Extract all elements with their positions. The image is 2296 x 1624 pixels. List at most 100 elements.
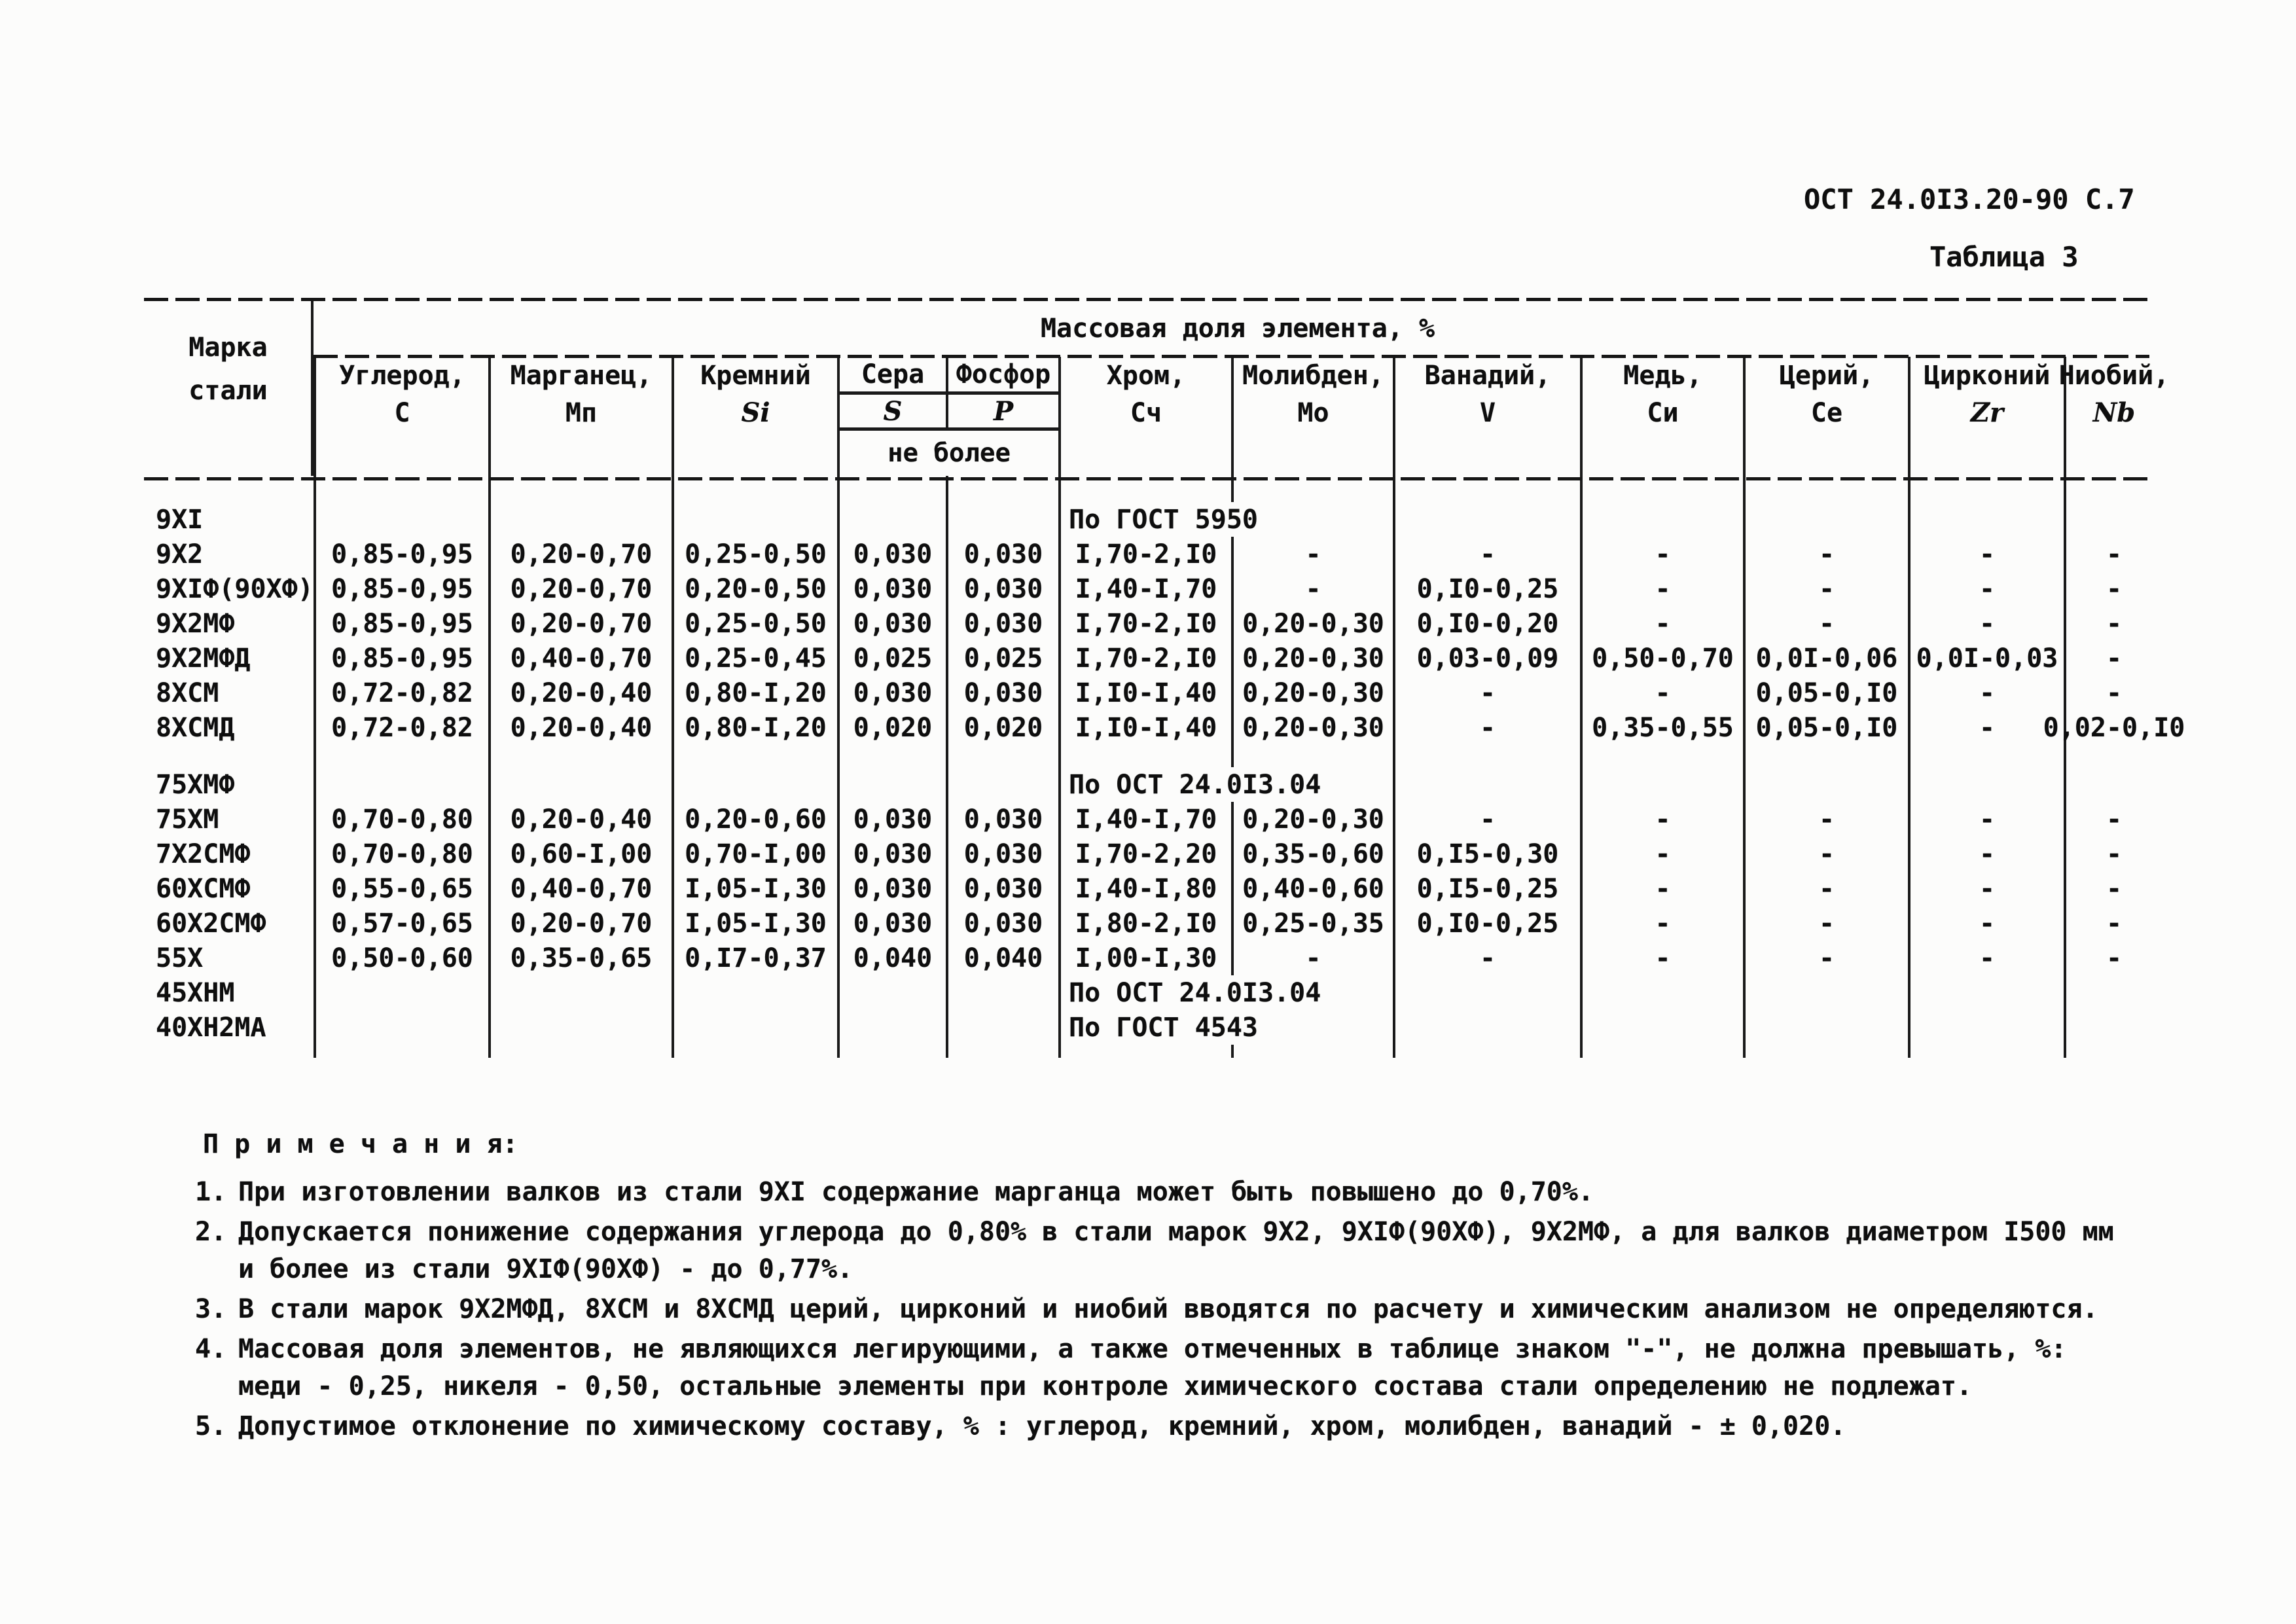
value-cell: 0,I7-0,37 [672, 941, 837, 975]
table-bottom-cell [488, 1045, 672, 1058]
reference-span-cell: По ГОСТ 5950 [1058, 502, 1393, 537]
table-pad-cell [1231, 476, 1393, 502]
column-header-symbol: Мп [488, 395, 672, 431]
empty-cell [1908, 1010, 2064, 1045]
table-pad-cell [1908, 476, 2064, 502]
value-cell: - [1231, 537, 1393, 571]
value-cell: 0,20-0,30 [1231, 676, 1393, 710]
value-cell: I,I0-I,40 [1058, 710, 1231, 745]
mark-cell: 75ХМФ [156, 769, 235, 800]
reference-span-cell: По ГОСТ 4543 [1058, 1010, 1393, 1045]
table-pad-cell [1058, 476, 1231, 502]
value-cell: 0,02-0,I0 [2043, 710, 2185, 745]
table-spacer-cell [314, 745, 488, 767]
table-spacer-cell [672, 745, 837, 767]
notes-list: 1. При изготовлении валков из стали 9ХI с… [195, 1174, 2250, 1445]
mark-cell: 40ХН2МА [156, 1012, 266, 1043]
not-more-than-label: не более [837, 431, 1058, 476]
value-cell: I,40-I,70 [1058, 802, 1231, 837]
note-text: Массовая доля элементов, не являющихся л… [238, 1334, 2067, 1401]
empty-cell [946, 502, 1058, 537]
empty-cell [488, 502, 672, 537]
value-cell: 0,85-0,95 [314, 571, 488, 606]
empty-cell [837, 502, 946, 537]
notes-title: П р и м е ч а н и я: [203, 1129, 518, 1159]
value-cell: - [1743, 802, 1908, 837]
value-cell: - [1393, 676, 1580, 710]
value-cell: - [2064, 802, 2162, 837]
table-spacer-cell [2064, 745, 2162, 767]
mark-column-header: Марка стали [145, 300, 314, 476]
value-cell: - [1580, 906, 1743, 941]
value-cell: I,70-2,I0 [1058, 641, 1231, 676]
empty-cell [2064, 975, 2162, 1010]
value-cell: 0,030 [946, 606, 1058, 641]
value-cell: 0,25-0,50 [672, 537, 837, 571]
value-cell: 0,40-0,70 [488, 641, 672, 676]
value-cell: - [1743, 906, 1908, 941]
table-top-border [144, 298, 2148, 301]
empty-cell [1580, 975, 1743, 1010]
note-text: Допускается понижение содержания углерод… [238, 1217, 2114, 1284]
value-cell: 0,60-I,00 [488, 837, 672, 871]
note-number: 1. [195, 1177, 227, 1207]
mark-cell: 45ХНМ [156, 977, 235, 1008]
value-cell: 0,20-0,70 [488, 906, 672, 941]
table-pad-cell [672, 476, 837, 502]
value-cell: 0,030 [837, 802, 946, 837]
value-cell: - [1393, 537, 1580, 571]
value-cell: 0,55-0,65 [314, 871, 488, 906]
value-cell: - [1580, 676, 1743, 710]
value-cell: 0,25-0,35 [1231, 906, 1393, 941]
column-header-name: Ванадий, [1393, 357, 1580, 395]
value-cell: 0,05-0,I0 [1743, 710, 1908, 745]
column-header-symbol: Сч [1058, 395, 1231, 431]
mark-cell: 9Х2МФ [156, 608, 235, 639]
table-pad-cell [1743, 476, 1908, 502]
empty-cell [488, 975, 672, 1010]
table-spacer-cell [1231, 745, 1393, 767]
column-header-name: Медь, [1580, 357, 1743, 395]
note-number: 5. [195, 1411, 227, 1441]
value-cell: - [1908, 537, 2064, 571]
table-bottom-cell [837, 1045, 946, 1058]
value-cell: 0,80-I,20 [672, 676, 837, 710]
value-cell: I,05-I,30 [672, 871, 837, 906]
table-pad-cell [837, 476, 946, 502]
value-cell: 0,20-0,30 [1231, 641, 1393, 676]
value-cell: 0,70-0,80 [314, 802, 488, 837]
value-cell: - [2064, 871, 2162, 906]
value-cell: - [1743, 941, 1908, 975]
value-cell: 0,20-0,70 [488, 606, 672, 641]
value-cell: - [2064, 641, 2162, 676]
empty-cell [1908, 767, 2064, 802]
header-filler-cell [488, 431, 672, 476]
value-cell: 0,040 [946, 941, 1058, 975]
value-cell: - [1743, 537, 1908, 571]
table-bottom-cell [1908, 1045, 2064, 1058]
value-cell: 0,40-0,60 [1231, 871, 1393, 906]
value-cell: 0,I0-0,20 [1393, 606, 1580, 641]
table-header-divider [314, 355, 2149, 358]
value-cell: - [2064, 606, 2162, 641]
value-cell: 0,80-I,20 [672, 710, 837, 745]
value-cell: 0,85-0,95 [314, 537, 488, 571]
table-spacer-cell [1393, 745, 1580, 767]
mark-cell: 60Х2СМФ [156, 908, 266, 939]
empty-cell [672, 1010, 837, 1045]
column-header-symbol: S [837, 395, 946, 431]
empty-cell [1580, 767, 1743, 802]
table-number-label: Таблица 3 [1929, 241, 2079, 273]
note-text: В стали марок 9Х2МФД, 8ХСМ и 8ХСМД церий… [238, 1294, 2098, 1324]
empty-cell [1393, 1010, 1580, 1045]
table-bottom-cell [1231, 1045, 1393, 1058]
empty-cell [1908, 975, 2064, 1010]
value-cell: - [1908, 837, 2064, 871]
value-cell: 0,50-0,60 [314, 941, 488, 975]
empty-cell [672, 767, 837, 802]
value-cell: 0,35-0,60 [1231, 837, 1393, 871]
header-filler-cell [1058, 431, 1231, 476]
table-bottom-cell [2064, 1045, 2162, 1058]
value-cell: I,00-I,30 [1058, 941, 1231, 975]
